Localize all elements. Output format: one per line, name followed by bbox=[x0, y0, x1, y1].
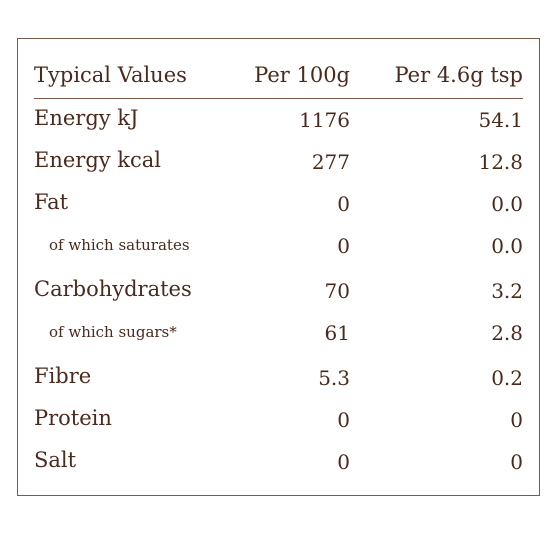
row-per-tsp: 2.8 bbox=[491, 321, 523, 345]
row-per-tsp: 0.0 bbox=[491, 234, 523, 258]
table-row-fat: Fat 0 0.0 bbox=[34, 192, 523, 222]
row-label: Carbohydrates bbox=[34, 277, 192, 301]
row-per-tsp: 0.2 bbox=[491, 366, 523, 390]
header-per-100g: Per 100g bbox=[254, 63, 350, 87]
row-label: of which sugars* bbox=[49, 323, 177, 341]
row-label: Salt bbox=[34, 448, 77, 472]
row-label: Protein bbox=[34, 406, 112, 430]
row-per-tsp: 0.0 bbox=[491, 192, 523, 216]
row-per-100g: 70 bbox=[324, 279, 350, 303]
table-row-fibre: Fibre 5.3 0.2 bbox=[34, 366, 523, 396]
row-label: Fibre bbox=[34, 364, 92, 388]
table-row-protein: Protein 0 0 bbox=[34, 408, 523, 438]
table-row-energy-kj: Energy kJ 1176 54.1 bbox=[34, 108, 523, 138]
row-per-tsp: 0 bbox=[510, 450, 523, 474]
row-per-tsp: 0 bbox=[510, 408, 523, 432]
row-per-100g: 1176 bbox=[299, 108, 350, 132]
header-per-tsp: Per 4.6g tsp bbox=[394, 63, 523, 87]
table-row-sugars: of which sugars* 61 2.8 bbox=[34, 321, 523, 351]
table-row-energy-kcal: Energy kcal 277 12.8 bbox=[34, 150, 523, 180]
row-per-tsp: 3.2 bbox=[491, 279, 523, 303]
row-per-100g: 5.3 bbox=[318, 366, 350, 390]
table-row-salt: Salt 0 0 bbox=[34, 450, 523, 480]
nutrition-table: Typical Values Per 100g Per 4.6g tsp Ene… bbox=[17, 38, 540, 496]
row-per-tsp: 54.1 bbox=[478, 108, 523, 132]
header-typical-values: Typical Values bbox=[34, 63, 187, 87]
row-per-100g: 0 bbox=[337, 234, 350, 258]
table-header-row: Typical Values Per 100g Per 4.6g tsp bbox=[34, 61, 523, 99]
row-per-100g: 0 bbox=[337, 192, 350, 216]
table-row-carbohydrates: Carbohydrates 70 3.2 bbox=[34, 279, 523, 309]
row-per-100g: 0 bbox=[337, 450, 350, 474]
row-label: Energy kcal bbox=[34, 148, 162, 172]
row-label: Fat bbox=[34, 190, 69, 214]
row-per-tsp: 12.8 bbox=[478, 150, 523, 174]
table-row-saturates: of which saturates 0 0.0 bbox=[34, 234, 523, 264]
row-label: of which saturates bbox=[49, 236, 190, 254]
row-per-100g: 61 bbox=[324, 321, 350, 345]
row-label: Energy kJ bbox=[34, 106, 139, 130]
row-per-100g: 0 bbox=[337, 408, 350, 432]
row-per-100g: 277 bbox=[311, 150, 350, 174]
